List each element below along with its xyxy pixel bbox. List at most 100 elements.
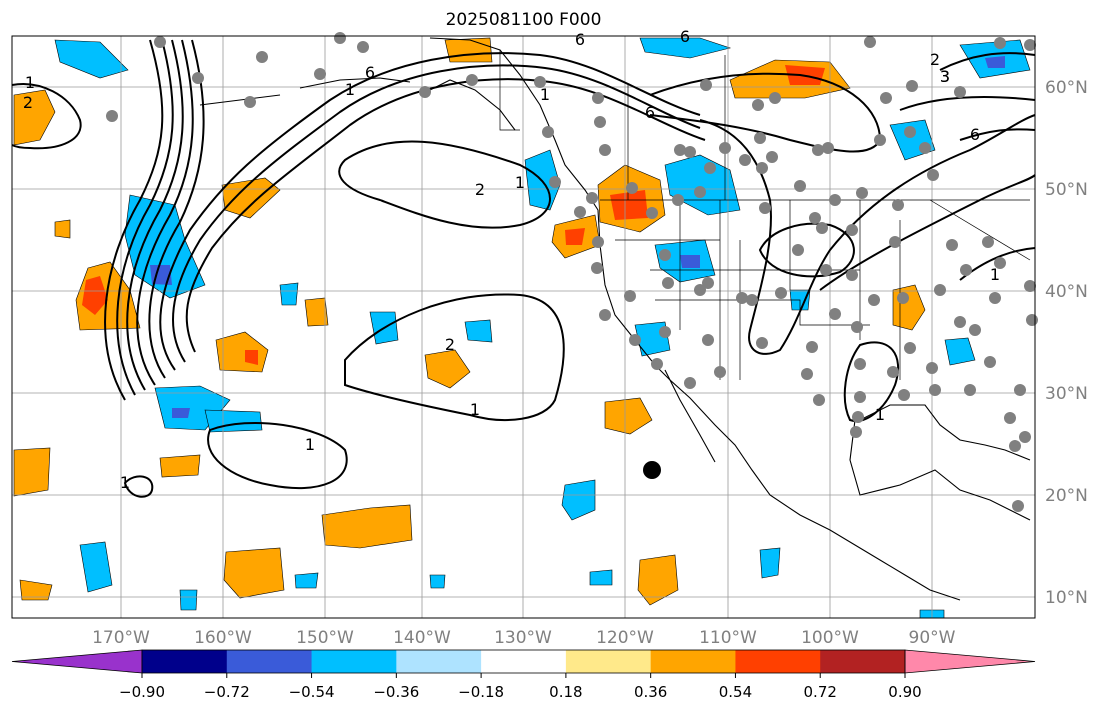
colorbar-extend-low bbox=[11, 649, 143, 674]
station-dot bbox=[822, 142, 834, 154]
colorbar-segment bbox=[820, 650, 906, 673]
longitude-tick-label: 160°W bbox=[194, 628, 252, 648]
station-dot bbox=[684, 146, 696, 158]
colorbar-tick-label: −0.18 bbox=[458, 683, 504, 701]
station-dot bbox=[646, 207, 658, 219]
station-dot bbox=[929, 384, 941, 396]
station-dot bbox=[946, 239, 958, 251]
longitude-tick-label: 110°W bbox=[699, 628, 757, 648]
station-dot bbox=[919, 142, 931, 154]
station-dot bbox=[1012, 500, 1024, 512]
colorbar-segment bbox=[142, 650, 228, 673]
station-dot bbox=[812, 144, 824, 156]
station-dot bbox=[702, 334, 714, 346]
station-dot bbox=[906, 80, 918, 92]
station-dot bbox=[629, 334, 641, 346]
station-dot bbox=[357, 41, 369, 53]
station-dot bbox=[887, 366, 899, 378]
contour-label: 1 bbox=[305, 435, 315, 454]
station-dot bbox=[746, 294, 758, 306]
station-dot bbox=[934, 284, 946, 296]
latitude-tick-label: 50°N bbox=[1045, 180, 1088, 200]
station-dot bbox=[816, 222, 828, 234]
contour-label: 2 bbox=[23, 93, 33, 112]
station-dot bbox=[244, 96, 256, 108]
station-dot bbox=[775, 287, 787, 299]
station-dot bbox=[960, 264, 972, 276]
station-dot bbox=[756, 162, 768, 174]
station-dot bbox=[813, 394, 825, 406]
station-dot bbox=[868, 294, 880, 306]
station-dot bbox=[754, 132, 766, 144]
station-dot bbox=[852, 411, 864, 423]
station-dot bbox=[714, 366, 726, 378]
station-dot bbox=[926, 362, 938, 374]
station-dot bbox=[592, 92, 604, 104]
station-dot bbox=[702, 277, 714, 289]
figure-title: 2025081100 F000 bbox=[445, 10, 602, 30]
longitude-tick-label: 150°W bbox=[296, 628, 354, 648]
station-dot bbox=[880, 92, 892, 104]
station-dot bbox=[904, 342, 916, 354]
station-dot bbox=[769, 92, 781, 104]
contour-label: 1 bbox=[515, 173, 525, 192]
station-dot bbox=[954, 86, 966, 98]
station-dot bbox=[829, 308, 841, 320]
station-dot bbox=[874, 134, 886, 146]
colorbar: −0.90 −0.72 −0.54 −0.36 −0.18 0.18 0.36 0.54 0.7… bbox=[11, 649, 1036, 701]
latitude-tick-label: 40°N bbox=[1045, 282, 1088, 302]
station-dot bbox=[1014, 384, 1026, 396]
station-dot bbox=[592, 236, 604, 248]
longitude-tick-label: 170°W bbox=[92, 628, 150, 648]
contour-label: 2 bbox=[930, 50, 940, 69]
station-dot bbox=[809, 212, 821, 224]
station-dot bbox=[892, 199, 904, 211]
station-dot bbox=[192, 72, 204, 84]
station-dot bbox=[898, 389, 910, 401]
station-dot bbox=[106, 110, 118, 122]
station-dot bbox=[806, 341, 818, 353]
station-dot bbox=[850, 426, 862, 438]
station-dot bbox=[984, 356, 996, 368]
station-dot bbox=[854, 391, 866, 403]
plot-area bbox=[12, 36, 1035, 618]
station-dot bbox=[256, 51, 268, 63]
station-dot bbox=[1024, 39, 1036, 51]
station-dot bbox=[1026, 314, 1038, 326]
station-dot bbox=[659, 326, 671, 338]
station-dot bbox=[766, 151, 778, 163]
colorbar-tick-label: 0.18 bbox=[549, 683, 582, 701]
station-dot bbox=[1009, 440, 1021, 452]
station-dot bbox=[626, 182, 638, 194]
colorbar-segment bbox=[481, 650, 567, 673]
contour-label: 1 bbox=[875, 405, 885, 424]
negative-anomaly-areas bbox=[54, 37, 1031, 619]
station-dot bbox=[599, 309, 611, 321]
plot-frame bbox=[11, 35, 1036, 619]
station-dot bbox=[969, 324, 981, 336]
station-dot bbox=[662, 277, 674, 289]
contour-lines bbox=[11, 39, 1036, 498]
station-dot bbox=[549, 176, 561, 188]
station-dot bbox=[574, 206, 586, 218]
station-dot bbox=[624, 290, 636, 302]
longitude-tick-label: 130°W bbox=[494, 628, 552, 648]
latitude-tick-label: 30°N bbox=[1045, 384, 1088, 404]
station-dot bbox=[889, 236, 901, 248]
station-dot bbox=[739, 154, 751, 166]
colorbar-tick-label: −0.90 bbox=[119, 683, 165, 701]
colorbar-segment bbox=[650, 650, 736, 673]
contour-label: 1 bbox=[120, 473, 130, 492]
contour-label: 6 bbox=[970, 125, 980, 144]
contour-label: 1 bbox=[990, 265, 1000, 284]
station-dot bbox=[1024, 280, 1036, 292]
station-dot bbox=[684, 377, 696, 389]
station-dot bbox=[651, 358, 663, 370]
station-dot bbox=[820, 264, 832, 276]
longitude-tick-label: 100°W bbox=[801, 628, 859, 648]
contour-label: 3 bbox=[940, 67, 950, 86]
station-dot bbox=[736, 292, 748, 304]
station-dot bbox=[154, 36, 166, 48]
